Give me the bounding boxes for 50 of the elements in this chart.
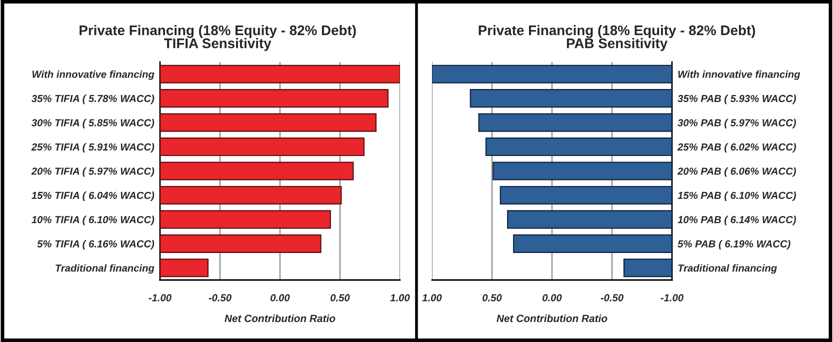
bar bbox=[485, 138, 672, 156]
bar bbox=[478, 113, 672, 132]
bar bbox=[160, 210, 331, 229]
x-tick-label: -0.50 bbox=[600, 294, 624, 302]
x-tick-label: 0.00 bbox=[542, 294, 562, 302]
x-tick-label: -1.00 bbox=[148, 294, 172, 302]
y-tick-label: 5% PAB ( 6.19% WACC) bbox=[678, 240, 790, 250]
y-tick-label: 20% TIFIA ( 5.97% WACC) bbox=[31, 167, 154, 177]
y-tick-label: 30% PAB ( 5.97% WACC) bbox=[678, 118, 796, 128]
y-tick-label: 25% PAB ( 6.02% WACC) bbox=[677, 143, 796, 153]
bar bbox=[160, 258, 209, 278]
y-tick-label: 10% TIFIA ( 6.10% WACC) bbox=[32, 216, 154, 226]
y-tick-label: 35% TIFIA ( 5.78% WACC) bbox=[32, 94, 154, 104]
bar bbox=[507, 210, 672, 229]
x-tick-label: -1.00 bbox=[660, 294, 684, 302]
y-tick-label: 15% PAB ( 6.10% WACC) bbox=[678, 192, 796, 201]
x-tick-label: 1.00 bbox=[422, 294, 442, 302]
chart-title: Private Financing (18% Equity - 82% Debt) PAB Sensitivity bbox=[478, 25, 756, 51]
x-tick-label: 1.00 bbox=[390, 294, 410, 302]
y-tick-label: 5% TIFIA ( 6.16% WACC) bbox=[37, 240, 154, 250]
x-axis-title: Net Contribution Ratio bbox=[496, 314, 608, 322]
bar bbox=[160, 162, 354, 180]
bar bbox=[160, 64, 400, 84]
y-tick-label: Traditional financing bbox=[678, 264, 777, 274]
bar bbox=[160, 234, 322, 253]
bar bbox=[160, 113, 377, 132]
bar bbox=[160, 89, 389, 108]
y-tick-label: With innovative financing bbox=[678, 70, 800, 80]
x-tick-label: 0.50 bbox=[482, 294, 502, 302]
bar bbox=[432, 64, 672, 84]
x-axis-title: Net Contribution Ratio bbox=[224, 314, 336, 322]
bar bbox=[160, 138, 365, 156]
x-tick-label: 0.50 bbox=[330, 294, 350, 302]
y-tick-label: 25% TIFIA ( 5.91% WACC) bbox=[31, 143, 154, 153]
bar bbox=[623, 258, 672, 278]
x-tick-label: 0.00 bbox=[270, 294, 290, 302]
x-tick-label: -0.50 bbox=[208, 294, 232, 302]
y-tick-label: With innovative financing bbox=[32, 70, 154, 80]
bar bbox=[513, 234, 672, 253]
y-tick-label: Traditional financing bbox=[56, 264, 154, 274]
y-tick-label: 30% TIFIA ( 5.85% WACC) bbox=[32, 118, 154, 128]
bar bbox=[470, 89, 672, 108]
y-tick-label: 20% PAB ( 6.06% WACC) bbox=[677, 167, 796, 177]
y-tick-label: 35% PAB ( 5.93% WACC) bbox=[678, 94, 796, 104]
y-tick-label: 15% TIFIA ( 6.04% WACC) bbox=[32, 192, 154, 201]
bar bbox=[160, 186, 342, 204]
bar bbox=[492, 162, 672, 180]
bar bbox=[500, 186, 672, 204]
chart-title: Private Financing (18% Equity - 82% Debt) TIFIA Sensitivity bbox=[80, 25, 356, 51]
y-tick-label: 10% PAB ( 6.14% WACC) bbox=[678, 216, 796, 226]
